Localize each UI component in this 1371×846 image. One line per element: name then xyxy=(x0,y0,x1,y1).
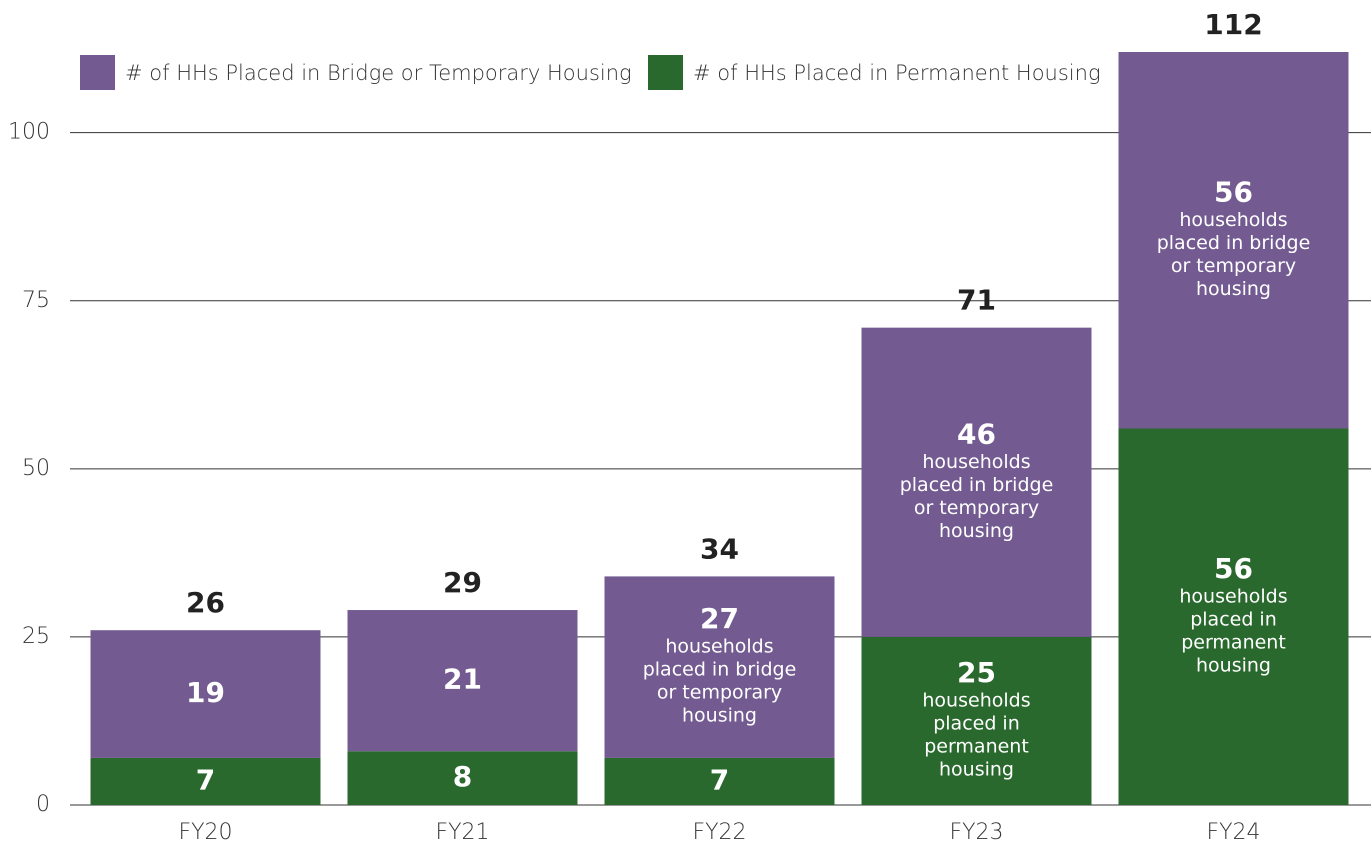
bar-segment xyxy=(604,576,835,758)
total-label: 26 xyxy=(186,586,225,619)
legend-swatch xyxy=(80,55,115,90)
bar-segment xyxy=(604,757,835,805)
bar-segment xyxy=(861,636,1092,805)
x-tick-label: FY20 xyxy=(178,820,232,845)
segment-note: housing xyxy=(939,758,1014,780)
bar-segment xyxy=(347,610,578,752)
value-label: 7 xyxy=(710,763,729,796)
segment-note: placed in xyxy=(933,712,1020,734)
bar-segment xyxy=(347,751,578,805)
value-label: 21 xyxy=(443,663,482,696)
bar-segment xyxy=(90,630,321,758)
legend-label: # of HHs Placed in Permanent Housing xyxy=(693,61,1101,85)
value-label: 19 xyxy=(186,676,225,709)
total-label: 34 xyxy=(700,532,739,565)
y-tick-label: 50 xyxy=(22,456,50,481)
value-label: 46 xyxy=(957,417,996,450)
total-label: 112 xyxy=(1204,8,1262,41)
value-label: 56 xyxy=(1214,175,1253,208)
y-tick-label: 100 xyxy=(8,120,50,145)
segment-note: placed in bridge xyxy=(1157,232,1311,254)
bar-segment xyxy=(1118,428,1349,805)
value-label: 7 xyxy=(196,763,215,796)
segment-note: placed in bridge xyxy=(900,474,1054,496)
total-label: 29 xyxy=(443,566,482,599)
x-tick-label: FY22 xyxy=(692,820,746,845)
value-label: 8 xyxy=(453,760,472,793)
segment-note: households xyxy=(1179,585,1287,607)
bar-segment xyxy=(861,327,1092,637)
segment-note: placed in bridge xyxy=(643,659,797,681)
value-label: 25 xyxy=(957,656,996,689)
bar-segment xyxy=(1118,52,1349,429)
segment-note: households xyxy=(922,689,1030,711)
value-label: 56 xyxy=(1214,552,1253,585)
segment-note: housing xyxy=(939,520,1014,542)
legend-swatch xyxy=(648,55,683,90)
x-tick-label: FY21 xyxy=(435,820,489,845)
segment-note: permanent xyxy=(1181,631,1286,653)
segment-note: or temporary xyxy=(914,497,1039,519)
x-tick-label: FY24 xyxy=(1206,820,1260,845)
segment-note: households xyxy=(1179,209,1287,231)
segment-note: households xyxy=(665,636,773,658)
legend-label: # of HHs Placed in Bridge or Temporary H… xyxy=(125,61,632,85)
segment-note: housing xyxy=(1196,654,1271,676)
y-tick-label: 0 xyxy=(36,792,50,817)
segment-note: housing xyxy=(1196,278,1271,300)
segment-note: households xyxy=(922,451,1030,473)
value-label: 27 xyxy=(700,602,739,635)
y-tick-label: 25 xyxy=(22,624,50,649)
segment-note: permanent xyxy=(924,735,1029,757)
segment-note: housing xyxy=(682,705,757,727)
y-tick-label: 75 xyxy=(22,288,50,313)
total-label: 71 xyxy=(957,284,996,317)
segment-note: or temporary xyxy=(1171,255,1296,277)
segment-note: or temporary xyxy=(657,682,782,704)
segment-note: placed in xyxy=(1190,608,1277,630)
bar-segment xyxy=(90,757,321,805)
x-tick-label: FY23 xyxy=(949,820,1003,845)
